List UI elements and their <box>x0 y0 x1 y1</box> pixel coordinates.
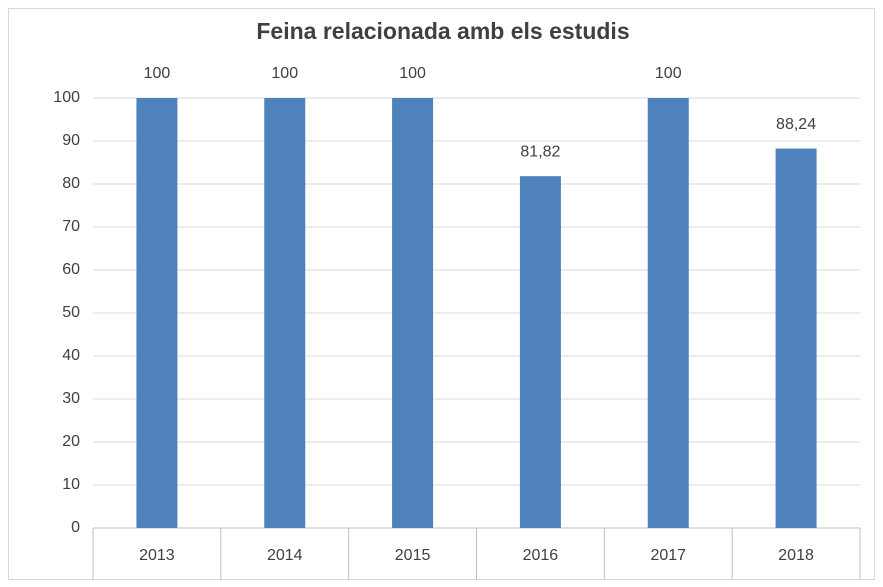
bar <box>519 176 561 528</box>
y-tick-label: 50 <box>62 304 80 321</box>
y-tick-label: 20 <box>62 433 80 450</box>
data-label: 100 <box>271 65 298 82</box>
y-tick-label: 60 <box>62 261 80 278</box>
bar <box>264 98 306 528</box>
y-tick-label: 40 <box>62 347 80 364</box>
data-label: 81,82 <box>520 143 560 160</box>
x-tick-label: 2014 <box>267 547 303 564</box>
y-tick-label: 30 <box>62 390 80 407</box>
x-tick-label: 2016 <box>523 547 559 564</box>
data-label: 100 <box>144 65 171 82</box>
x-tick-label: 2013 <box>139 547 175 564</box>
data-label: 88,24 <box>776 116 816 133</box>
y-tick-label: 100 <box>53 89 80 106</box>
bar <box>775 148 817 528</box>
bar <box>647 98 689 528</box>
y-tick-label: 90 <box>62 132 80 149</box>
y-tick-label: 0 <box>71 519 80 536</box>
bar <box>392 98 434 528</box>
data-label: 100 <box>655 65 682 82</box>
chart-title: Feina relacionada amb els estudis <box>256 18 629 44</box>
x-tick-label: 2015 <box>395 547 431 564</box>
bar <box>136 98 178 528</box>
y-tick-label: 80 <box>62 175 80 192</box>
y-tick-label: 70 <box>62 218 80 235</box>
x-tick-label: 2018 <box>778 547 814 564</box>
x-tick-label: 2017 <box>650 547 686 564</box>
y-tick-label: 10 <box>62 476 80 493</box>
data-label: 100 <box>399 65 426 82</box>
